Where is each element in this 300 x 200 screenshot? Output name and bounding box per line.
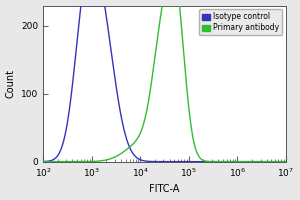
Legend: Isotype control, Primary antibody: Isotype control, Primary antibody (199, 9, 282, 35)
X-axis label: FITC-A: FITC-A (149, 184, 180, 194)
Y-axis label: Count: Count (6, 69, 16, 98)
